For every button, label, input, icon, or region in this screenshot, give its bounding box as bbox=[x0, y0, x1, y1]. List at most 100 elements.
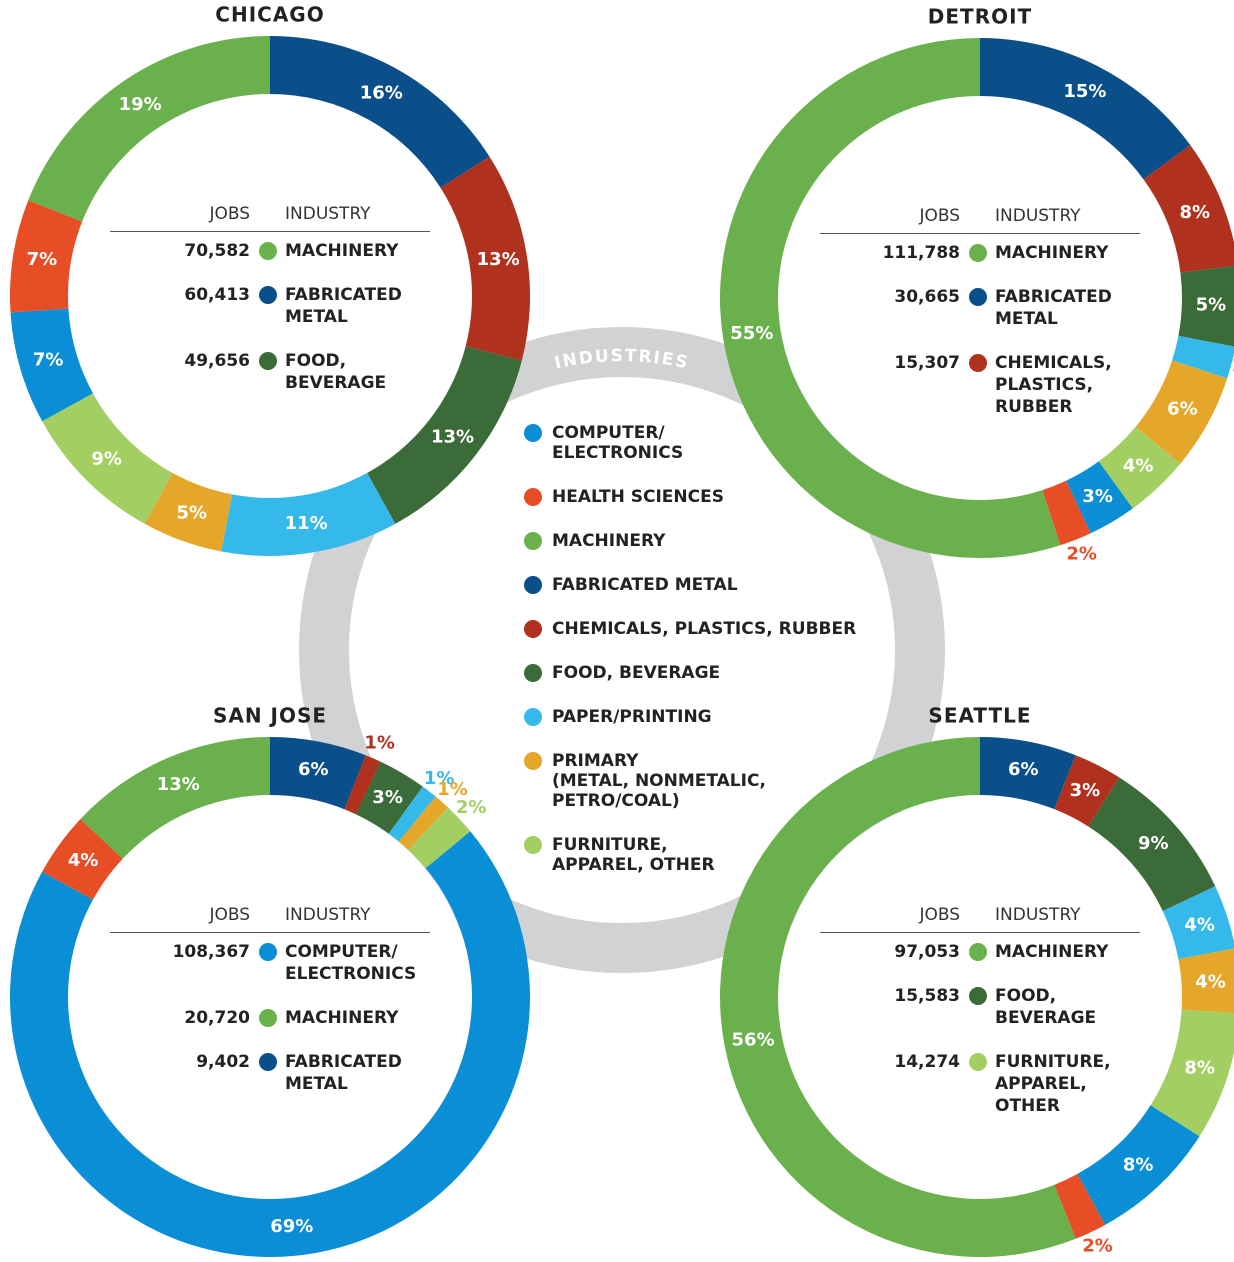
industry: MACHINERY bbox=[285, 241, 399, 261]
industry: COMPUTER/ ELECTRONICS bbox=[285, 942, 417, 984]
donut-segment bbox=[144, 473, 233, 552]
chart-title: SAN JOSE bbox=[213, 704, 327, 728]
value-label: 5% bbox=[1196, 294, 1227, 315]
jobs: 15,583 bbox=[894, 986, 960, 1006]
donut-segment bbox=[440, 156, 530, 361]
header-spacer bbox=[960, 203, 995, 229]
value-label: 56% bbox=[732, 1029, 775, 1050]
header-jobs: JOBS bbox=[209, 204, 250, 224]
legend-label: FABRICATED METAL bbox=[552, 575, 738, 595]
legend-dot bbox=[524, 620, 542, 638]
donut-hole bbox=[68, 795, 472, 1199]
dot-cell bbox=[960, 286, 995, 330]
legend-label: FURNITURE, APPAREL, OTHER bbox=[552, 835, 715, 875]
industry-dot bbox=[968, 244, 987, 262]
table-row: 9,402 FABRICATED METAL bbox=[110, 1051, 430, 1095]
industry: MACHINERY bbox=[995, 942, 1109, 962]
value-label: 4% bbox=[1195, 971, 1226, 992]
table-row: 60,413 FABRICATED METAL bbox=[110, 284, 430, 328]
chart-title: CHICAGO bbox=[215, 3, 324, 27]
legend-item: HEALTH SCIENCES bbox=[524, 487, 864, 507]
jobs: 49,656 bbox=[184, 351, 250, 371]
legend-dot bbox=[524, 708, 542, 726]
header-spacer bbox=[250, 902, 285, 928]
value-label: 3% bbox=[372, 787, 403, 808]
table-row: 15,307 CHEMICALS, PLASTICS, RUBBER bbox=[820, 352, 1140, 418]
value-label: 2% bbox=[1232, 356, 1234, 377]
value-label: 1% bbox=[437, 779, 468, 800]
jobs-table: JOBS INDUSTRY 97,053 MACHINERY 15,583 FOOD, B… bbox=[820, 902, 1140, 1117]
table-row: 97,053 MACHINERY bbox=[820, 941, 1140, 963]
jobs: 70,582 bbox=[184, 241, 250, 261]
table-row: 70,582 MACHINERY bbox=[110, 240, 430, 262]
donut-segment bbox=[720, 737, 1076, 1258]
legend-dot bbox=[524, 424, 542, 442]
dot-cell bbox=[250, 1051, 285, 1095]
value-label: 8% bbox=[1184, 1057, 1215, 1078]
table-row: 49,656 FOOD, BEVERAGE bbox=[110, 350, 430, 394]
donut-segment bbox=[1088, 777, 1216, 911]
value-label: 2% bbox=[1082, 1236, 1113, 1257]
chart-title: DETROIT bbox=[928, 5, 1032, 29]
dot-cell bbox=[250, 350, 285, 394]
jobs: 111,788 bbox=[882, 243, 960, 263]
dot-cell bbox=[960, 985, 995, 1029]
dot-cell bbox=[250, 284, 285, 328]
jobs: 60,413 bbox=[184, 285, 250, 305]
value-label: 7% bbox=[27, 249, 58, 270]
industry-dot bbox=[258, 1053, 277, 1071]
industry: FABRICATED METAL bbox=[285, 1052, 402, 1094]
legend-dot bbox=[524, 488, 542, 506]
dot-cell bbox=[250, 941, 285, 985]
value-label: 13% bbox=[157, 774, 200, 795]
table-row: 108,367 COMPUTER/ ELECTRONICS bbox=[110, 941, 430, 985]
table-row: 30,665 FABRICATED METAL bbox=[820, 286, 1140, 330]
value-label: 4% bbox=[1184, 915, 1215, 936]
donut-segment bbox=[10, 308, 93, 422]
legend-item: FURNITURE, APPAREL, OTHER bbox=[524, 835, 864, 875]
donut-segment bbox=[1135, 360, 1228, 464]
donut-segment bbox=[42, 393, 173, 524]
legend-label: HEALTH SCIENCES bbox=[552, 487, 724, 507]
header-jobs: JOBS bbox=[919, 206, 960, 226]
donut-segment bbox=[356, 761, 423, 834]
value-label: 19% bbox=[119, 94, 162, 115]
legend-item: CHEMICALS, PLASTICS, RUBBER bbox=[524, 619, 864, 639]
table-row: 15,583 FOOD, BEVERAGE bbox=[820, 985, 1140, 1029]
legend-label: FOOD, BEVERAGE bbox=[552, 663, 721, 683]
industry-dot bbox=[968, 987, 987, 1005]
industry: CHEMICALS, PLASTICS, RUBBER bbox=[995, 353, 1112, 417]
value-label: 6% bbox=[298, 759, 329, 780]
industry-dot bbox=[968, 1053, 987, 1071]
industry-dot bbox=[258, 1009, 277, 1027]
donut-segment bbox=[270, 737, 366, 810]
table-header: JOBS INDUSTRY bbox=[110, 902, 430, 933]
jobs: 20,720 bbox=[184, 1008, 250, 1028]
legend-dot bbox=[524, 576, 542, 594]
value-label: 11% bbox=[285, 513, 328, 534]
donut-segment bbox=[270, 36, 490, 188]
jobs: 14,274 bbox=[894, 1052, 960, 1072]
value-label: 4% bbox=[68, 850, 99, 871]
value-label: 6% bbox=[1167, 398, 1198, 419]
header-spacer bbox=[250, 201, 285, 227]
donut-segment bbox=[1143, 145, 1234, 273]
value-label: 2% bbox=[456, 797, 487, 818]
donut-segment bbox=[1178, 948, 1234, 1013]
donut-segment bbox=[1162, 886, 1234, 960]
donut-segment bbox=[980, 737, 1076, 810]
value-label: 6% bbox=[1008, 759, 1039, 780]
header-industry: INDUSTRY bbox=[995, 905, 1081, 925]
donut-segment bbox=[980, 38, 1191, 180]
value-label: 8% bbox=[1123, 1154, 1154, 1175]
dot-cell bbox=[960, 352, 995, 418]
legend-dot bbox=[524, 836, 542, 854]
industry-dot bbox=[258, 242, 277, 260]
industry-dot bbox=[968, 354, 987, 372]
industry-dot bbox=[968, 943, 987, 961]
jobs-table: JOBS INDUSTRY 70,582 MACHINERY 60,413 FABRICA… bbox=[110, 201, 430, 394]
value-label: 9% bbox=[91, 448, 122, 469]
donut-segment bbox=[1066, 461, 1133, 534]
value-label: 3% bbox=[1070, 780, 1101, 801]
donut-segment bbox=[28, 36, 270, 222]
